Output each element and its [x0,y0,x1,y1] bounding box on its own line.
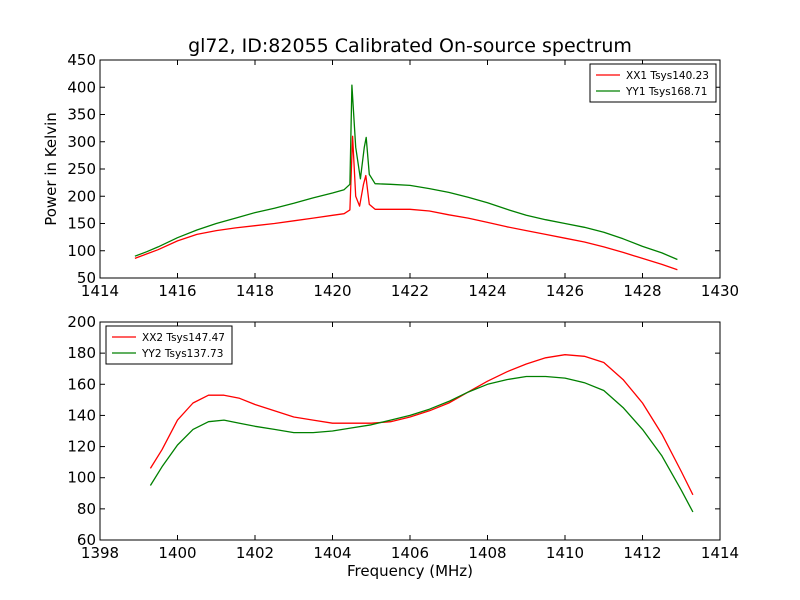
legend: XX1 Tsys140.23 YY1 Tsys168.71 [589,63,717,103]
y-tick-label: 450 [67,51,96,69]
y-tick-label: 140 [67,406,96,424]
legend: XX2 Tsys147.47 YY2 Tsys137.73 [105,325,233,365]
x-tick-label: 1406 [391,544,429,562]
x-tick-label: 1400 [158,544,196,562]
x-tick-label: 1430 [701,282,739,300]
x-tick-label: 1408 [468,544,506,562]
legend-box [105,325,233,365]
legend-label: XX1 Tsys140.23 [626,70,709,82]
x-tick-label: 1428 [623,282,661,300]
x-tick-label: 1410 [546,544,584,562]
x-tick-label: 1422 [391,282,429,300]
series-line-yy [134,84,678,261]
x-axis-label: Frequency (MHz) [347,562,473,580]
y-tick-label: 200 [67,313,96,331]
y-tick-label: 120 [67,438,96,456]
bottom-panel: 1398 1400 1402 1404 1406 1408 1410 1412 1414 60 80… [67,313,739,580]
y-tick-label: 200 [67,187,96,205]
y-tick-label: 100 [67,469,96,487]
legend-label: YY2 Tsys137.73 [141,348,223,360]
x-tick-label: 1426 [546,282,584,300]
y-tick-label: 60 [77,531,96,549]
y-tick-label: 50 [77,269,96,287]
x-tick-label: 1418 [236,282,274,300]
top-panel: 1414 1416 1418 1420 1422 1424 1426 1428 1430 50 10… [42,51,739,300]
y-tick-label: 250 [67,160,96,178]
x-tick-label: 1416 [158,282,196,300]
y-tick-label: 300 [67,133,96,151]
x-tick-label: 1404 [313,544,351,562]
y-tick-label: 350 [67,106,96,124]
x-tick-label: 1420 [313,282,351,300]
series-line-yy [149,375,694,513]
x-tick-label: 1412 [623,544,661,562]
y-tick-label: 180 [67,344,96,362]
series-line-xx [149,354,694,496]
x-tick-label: 1414 [81,282,119,300]
y-tick-label: 150 [67,215,96,233]
x-tick-label: 1398 [81,544,119,562]
x-tick-label: 1414 [701,544,739,562]
figure-title: gl72, ID:82055 Calibrated On-source spec… [188,35,632,57]
series-line-xx [134,135,678,271]
y-tick-label: 400 [67,78,96,96]
y-tick-label: 100 [67,242,96,260]
y-axis-label: Power in Kelvin [42,112,60,226]
y-tick-label: 160 [67,375,96,393]
legend-box [589,63,717,103]
legend-label: XX2 Tsys147.47 [142,332,225,344]
legend-label: YY1 Tsys168.71 [625,86,707,98]
y-tick-label: 80 [77,500,96,518]
x-tick-label: 1424 [468,282,506,300]
x-tick-label: 1402 [236,544,274,562]
